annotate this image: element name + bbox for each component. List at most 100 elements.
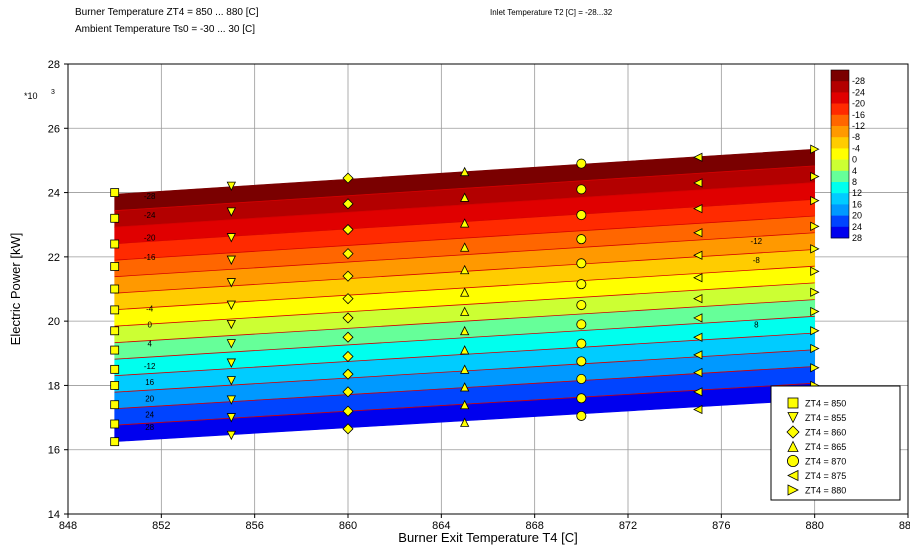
contour-label: 20 [145,394,154,403]
data-point-triangle-down [226,233,236,243]
data-point-diamond [342,198,354,210]
colorbar-label: -12 [852,121,865,131]
contour-line [114,165,815,212]
colorbar-label: -4 [852,143,860,153]
data-point-triangle-right [810,195,820,206]
data-point-triangle-right [810,306,820,317]
data-point-triangle-down [226,300,236,310]
legend-marker [787,440,799,452]
data-point-square [110,239,120,249]
data-point-triangle-down [226,430,236,441]
data-point-square [110,262,120,271]
data-point-diamond [342,293,354,305]
data-point-square [110,188,120,197]
data-point-triangle-up [460,306,470,316]
data-point-diamond [342,405,354,417]
legend: ZT4 = 850 ZT4 = 855 ZT4 = 860 ZT4 = 865 ZT4 … [770,385,901,501]
data-point-diamond [342,423,354,435]
data-point-triangle-down [226,395,236,405]
data-point-diamond [342,368,354,380]
colorbar-frame [830,69,850,239]
data-point-square [110,400,120,410]
legend-entry: ZT4 = 875 [805,471,846,481]
y-tick-label: 24 [48,188,60,200]
colorbar-segment [831,92,849,104]
colorbar-label: 12 [852,188,862,198]
legend-entry: ZT4 = 860 [805,428,846,438]
colorbar-segment [831,193,849,205]
colorbar-segment [831,226,849,239]
data-point-triangle-left [693,250,703,260]
contour-label: 28 [145,423,154,432]
data-point-diamond [342,270,354,282]
colorbar-label: 20 [852,211,862,221]
data-point-circle [576,410,587,421]
legend-entry: ZT4 = 870 [805,457,846,467]
legend-entry: ZT4 = 880 [805,486,846,496]
data-point-diamond [342,172,354,184]
data-point-circle [576,300,587,311]
axes: 8488528568608648688728768808841416182022… [48,59,910,532]
data-point-triangle-down [226,255,236,265]
x-tick-label: 860 [339,520,357,532]
data-point-circle [576,338,587,349]
data-point-triangle-left [693,152,703,162]
data-point-square [110,364,120,374]
data-point-triangle-left [693,313,703,323]
colorbar-segment [831,148,849,160]
data-point-triangle-left [693,350,703,360]
y-tick-label: 16 [48,445,60,457]
data-point-triangle-right [810,171,820,182]
y-scale-exponent: 3 [51,89,55,96]
contour-label: -8 [753,256,761,265]
data-markers [110,144,820,447]
data-point-circle [576,234,587,245]
data-point-diamond [342,312,354,324]
colorbar-label: -20 [852,99,865,109]
legend-marker [787,484,799,496]
data-point-triangle-left [693,273,703,283]
data-point-triangle-down [226,413,236,423]
data-point-circle [576,158,587,169]
legend-marker [787,412,799,424]
data-point-triangle-up [460,192,470,202]
contour-line [114,282,815,327]
data-point-triangle-up [460,417,470,427]
data-point-square [110,305,120,315]
data-point-triangle-left [693,293,703,304]
legend-marker [787,454,800,467]
colorbar-segment [831,103,849,116]
contour-line [114,182,815,228]
x-tick-label: 852 [152,520,170,532]
contour-label: -28 [144,192,156,201]
legend-entry: ZT4 = 855 [805,413,846,423]
data-point-square [110,213,120,223]
contour-label: -16 [144,253,156,262]
data-point-triangle-up [460,166,470,177]
x-tick-label: 880 [805,520,823,532]
legend-entry: ZT4 = 865 [805,442,846,452]
header-inlet-temperature: Inlet Temperature T2 [C] = -28...32 [490,8,613,17]
contour-label: 16 [145,378,154,387]
contour-line [114,215,815,261]
data-point-triangle-up [460,399,470,410]
y-tick-label: 18 [48,380,60,392]
contour-line [114,299,815,344]
data-point-triangle-down [226,278,236,288]
contour-labels: -28 -24 -20 -16 -4 0 4 -12 16 20 24 28 -12 -8 8 [144,192,763,432]
data-point-square [110,419,120,429]
data-point-triangle-down [226,339,236,349]
data-point-triangle-left [693,332,703,342]
y-axis-label: Electric Power [kW] [8,233,23,346]
contour-label: -12 [751,237,763,246]
y-scale-factor: *10 [24,91,38,101]
data-point-triangle-left [693,228,703,238]
data-point-triangle-down [226,319,236,330]
data-point-diamond [342,248,354,260]
data-point-triangle-down [226,207,236,217]
data-point-triangle-right [810,326,820,336]
data-point-triangle-up [460,325,470,336]
colorbar-label: 28 [852,233,862,243]
